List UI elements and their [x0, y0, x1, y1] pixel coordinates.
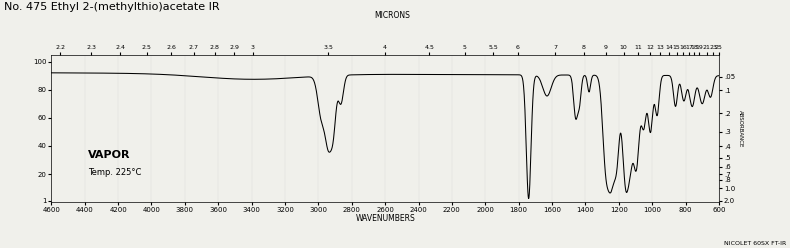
Text: VAPOR: VAPOR	[88, 150, 130, 160]
Y-axis label: ABSORBANCE: ABSORBANCE	[738, 110, 743, 147]
Text: No. 475 Ethyl 2-(methylthio)acetate IR: No. 475 Ethyl 2-(methylthio)acetate IR	[4, 2, 220, 12]
Text: Temp. 225°C: Temp. 225°C	[88, 168, 141, 177]
Text: NICOLET 60SX FT-IR: NICOLET 60SX FT-IR	[724, 241, 786, 246]
X-axis label: MICRONS: MICRONS	[374, 11, 410, 20]
X-axis label: WAVENUMBERS: WAVENUMBERS	[356, 214, 415, 223]
